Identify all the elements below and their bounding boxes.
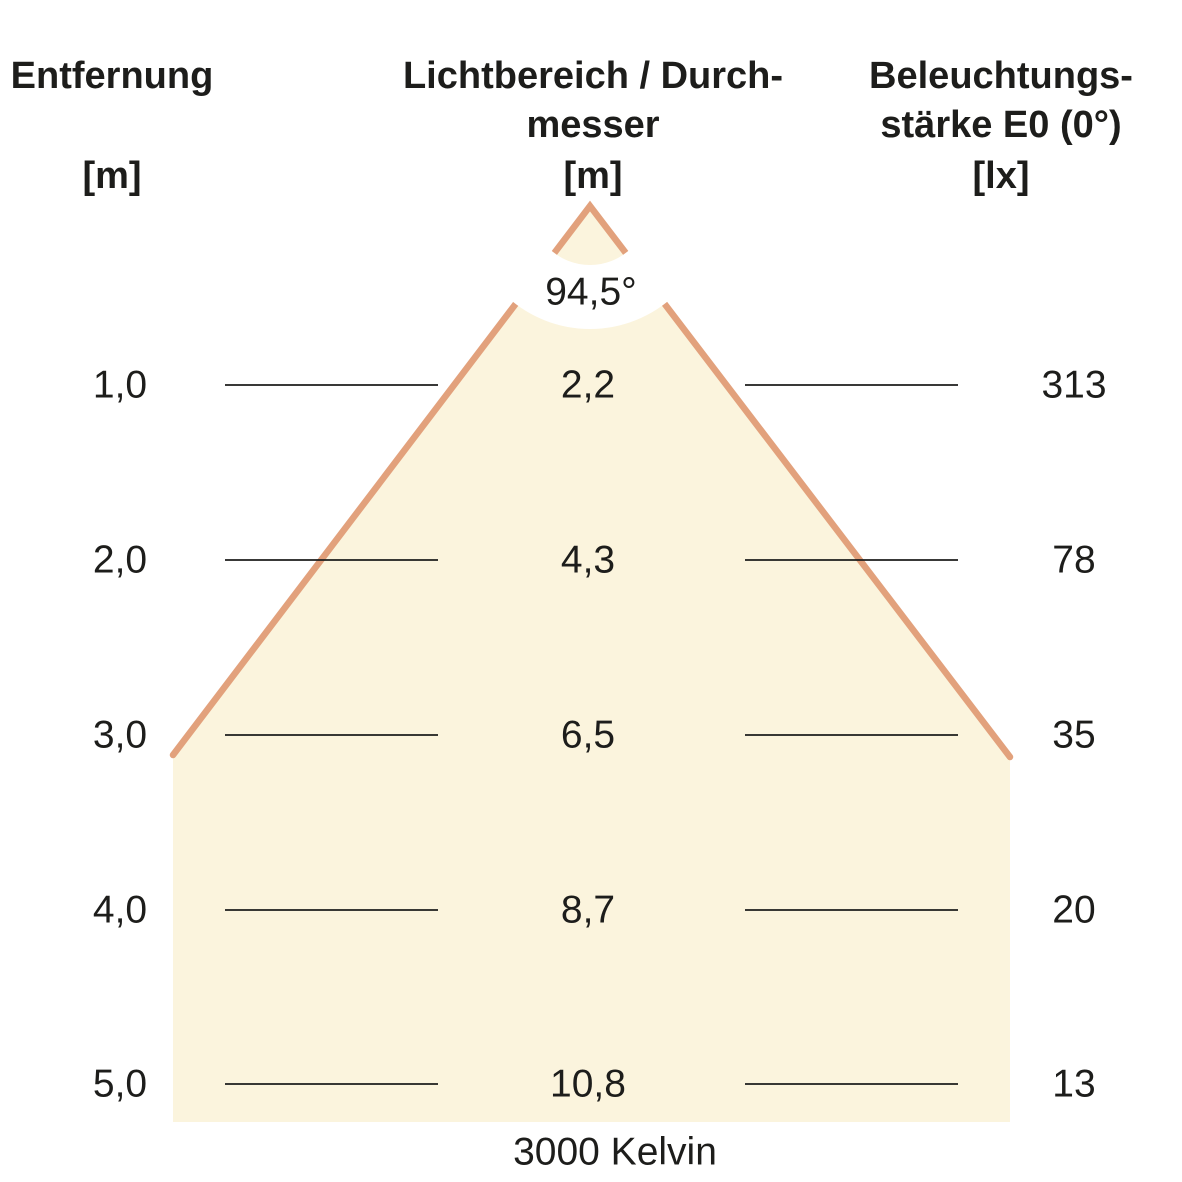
color-temperature-label: 3000 Kelvin [513,1130,717,1174]
header-illuminance-title-1: Beleuchtungs- [869,55,1133,97]
light-cone-fill [173,206,1010,1122]
illuminance-value-1: 313 [1041,363,1107,407]
beam-angle-gap-ring [467,83,713,329]
distance-value-4: 4,0 [92,888,148,932]
header-distance-title: Entfernung [10,55,214,97]
light-cone-edges [169,200,1014,761]
beam-angle-label: 94,5° [545,270,637,314]
illuminance-value-4: 20 [1052,888,1096,932]
diameter-value-5: 10,8 [550,1062,626,1106]
distance-value-5: 5,0 [92,1062,148,1106]
header-diameter-title-2: messer [526,104,660,146]
header-illuminance-unit: [lx] [972,155,1030,197]
header-distance-unit: [m] [82,155,142,197]
illuminance-value-3: 35 [1052,713,1096,757]
distance-value-3: 3,0 [92,713,148,757]
diameter-value-4: 8,7 [560,888,616,932]
illuminance-value-5: 13 [1052,1062,1096,1106]
distance-value-1: 1,0 [92,363,148,407]
header-illuminance-title-2: stärke E0 (0°) [880,104,1122,146]
header-diameter-title-1: Lichtbereich / Durch- [402,55,784,97]
distance-value-2: 2,0 [92,538,148,582]
diameter-value-3: 6,5 [560,713,616,757]
diameter-value-2: 4,3 [560,538,616,582]
illuminance-value-2: 78 [1052,538,1096,582]
header-diameter-unit: [m] [563,155,623,197]
diameter-value-1: 2,2 [560,363,616,407]
